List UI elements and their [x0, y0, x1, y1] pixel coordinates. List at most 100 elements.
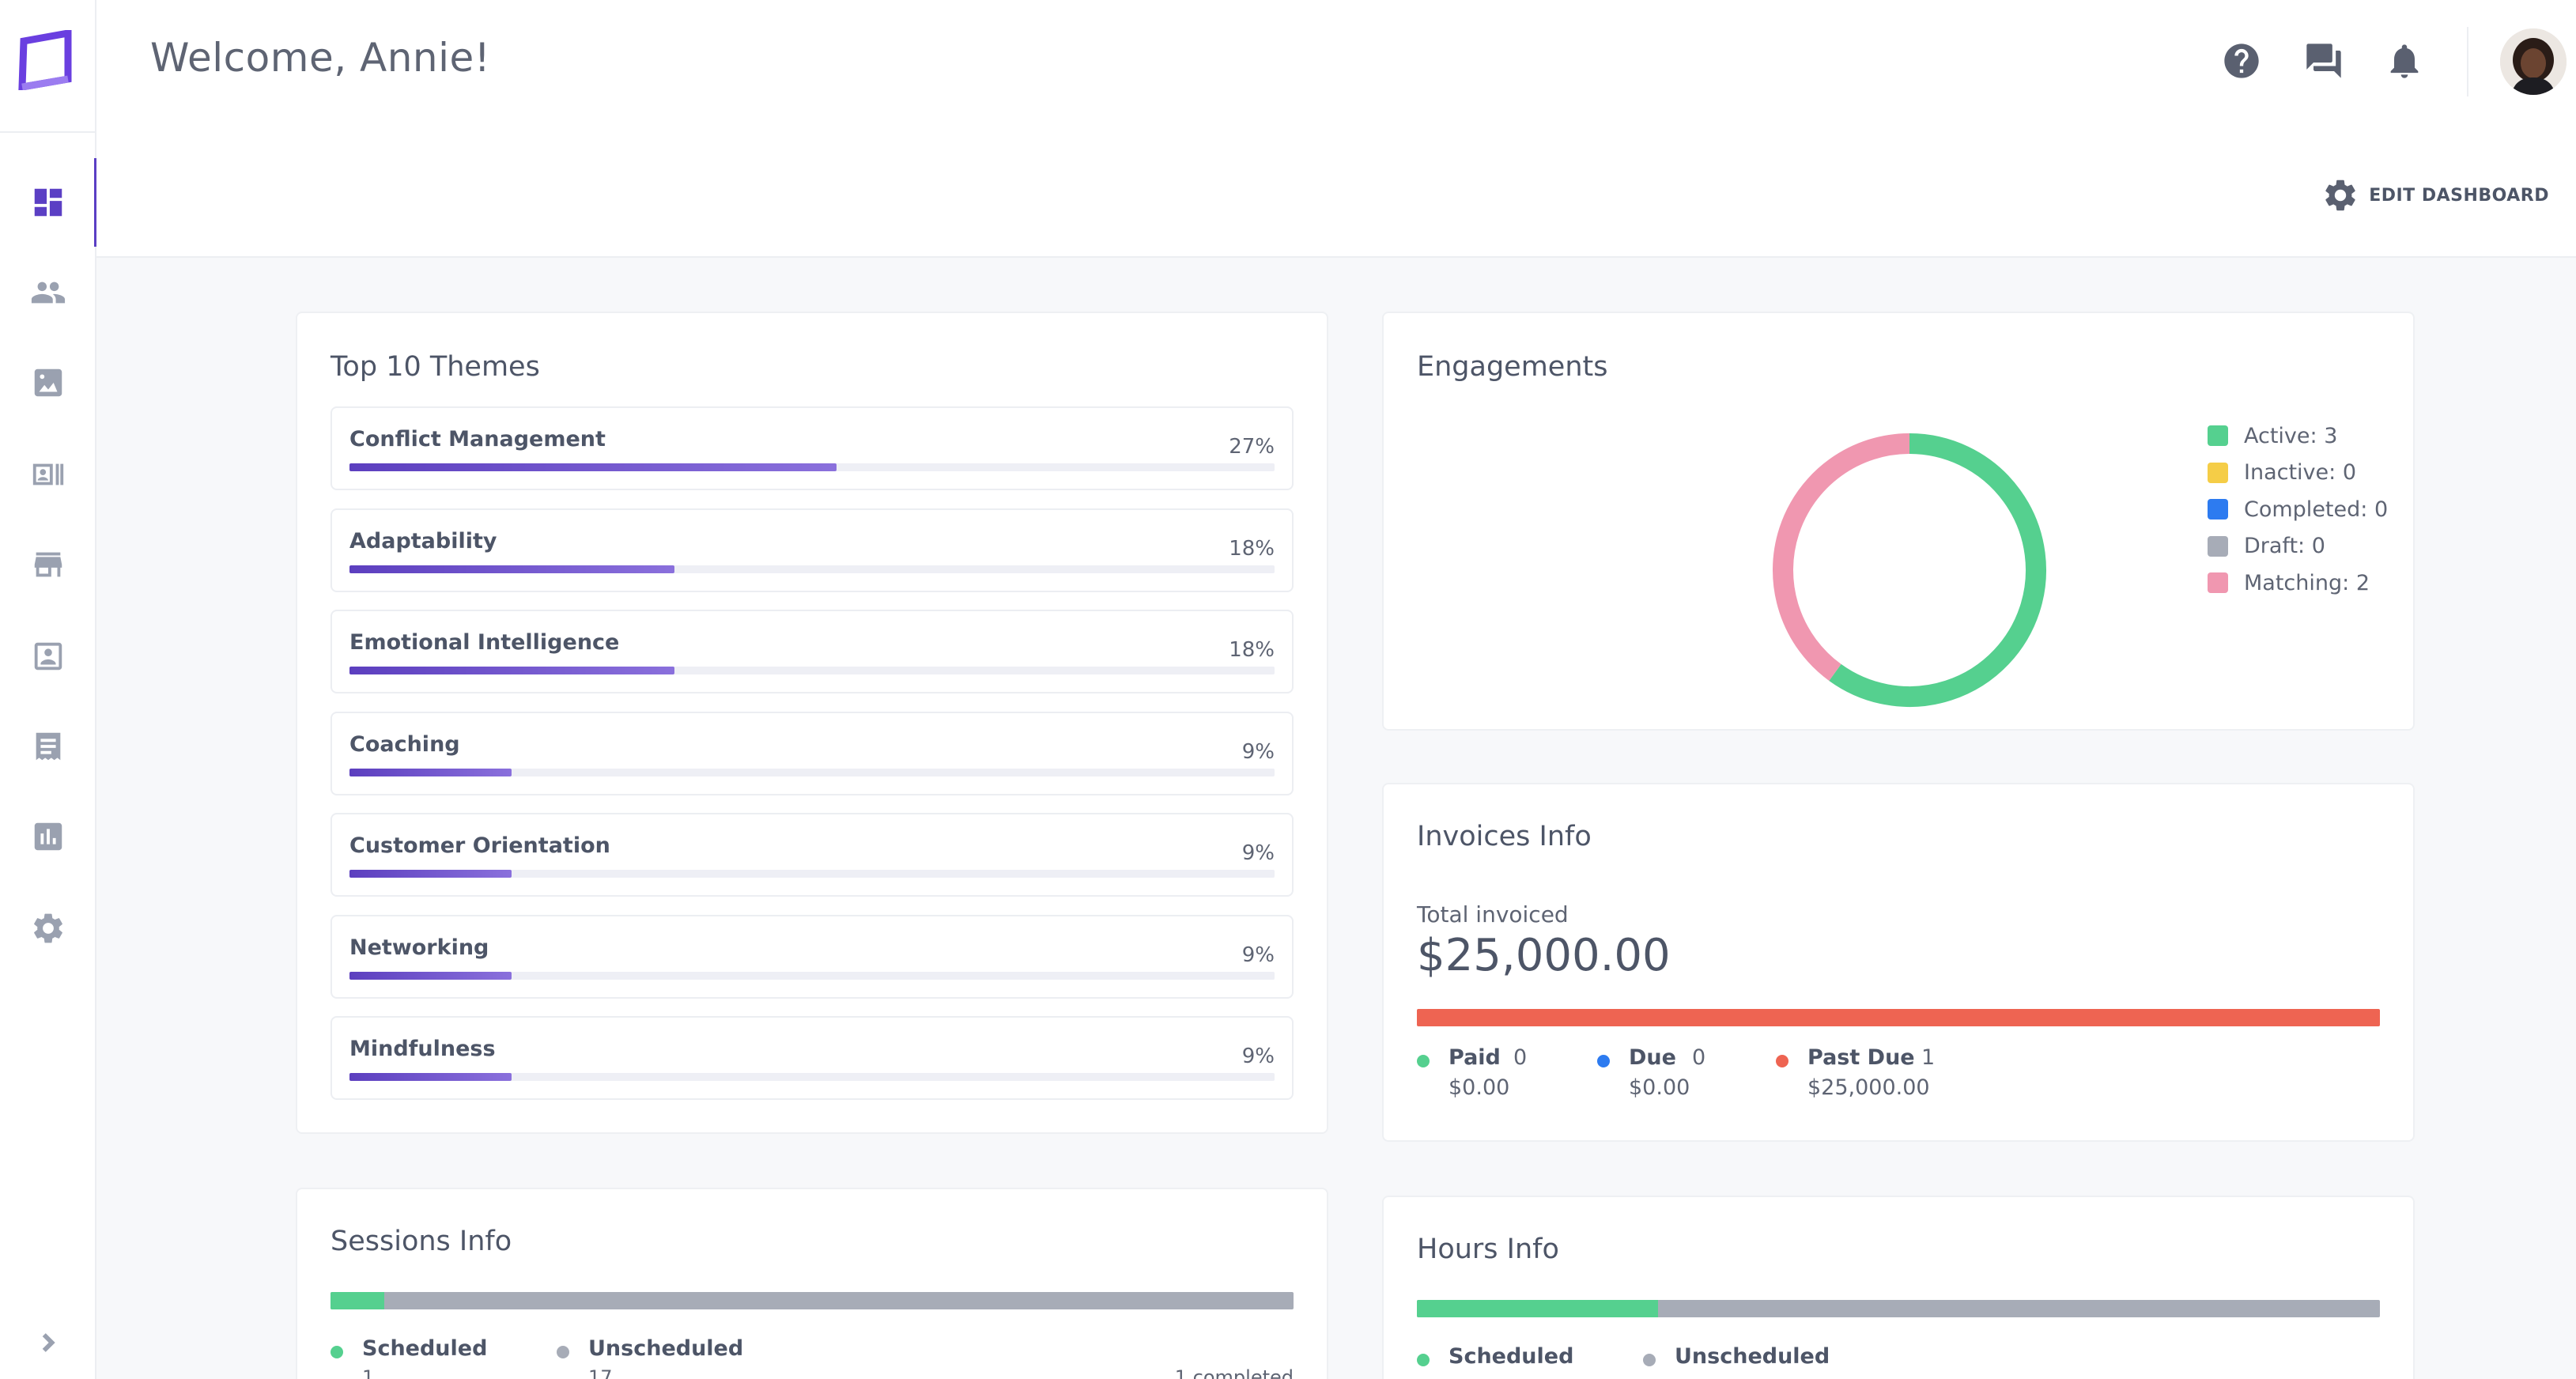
legend-item[interactable]: Inactive: 0 — [2208, 455, 2388, 492]
theme-row[interactable]: Customer Orientation 9% — [330, 813, 1294, 897]
theme-percent: 18% — [1229, 536, 1275, 561]
sidebar-item-people[interactable] — [0, 248, 96, 337]
hours-card: Hours Info Scheduled Unscheduled — [1382, 1196, 2415, 1379]
image-icon — [34, 368, 62, 397]
sidebar-item-receipts[interactable] — [0, 702, 96, 791]
store-icon — [34, 552, 62, 577]
legend-label: Active: 3 — [2244, 423, 2338, 448]
theme-progress-track — [349, 870, 1275, 878]
theme-name: Customer Orientation — [349, 833, 610, 858]
hours-scheduled-fill — [1417, 1300, 1658, 1317]
sidebar — [0, 0, 98, 1379]
legend-item[interactable]: Matching: 2 — [2208, 565, 2388, 602]
stat-amount: $0.00 — [1629, 1075, 1690, 1100]
theme-progress-fill — [349, 667, 674, 674]
header-divider — [2467, 27, 2468, 96]
invoices-card: Invoices Info Total invoiced $25,000.00 … — [1382, 783, 2415, 1142]
theme-progress-track — [349, 565, 1275, 573]
invoices-title: Invoices Info — [1417, 821, 1592, 852]
sidebar-item-cards[interactable] — [0, 430, 96, 519]
stat-label: Paid — [1449, 1045, 1501, 1070]
legend-swatch — [2208, 462, 2228, 483]
sidebar-expand-toggle[interactable] — [30, 1325, 65, 1360]
theme-row[interactable]: Mindfulness 9% — [330, 1016, 1294, 1100]
donut-segment[interactable] — [1829, 433, 2046, 707]
app-logo[interactable] — [16, 28, 74, 92]
theme-progress-track — [349, 667, 1275, 674]
hours-progress-bar — [1417, 1300, 2380, 1317]
legend-label: Unscheduled — [1675, 1344, 1830, 1369]
sidebar-item-reports[interactable] — [0, 792, 96, 881]
theme-row[interactable]: Adaptability 18% — [330, 508, 1294, 592]
sessions-title: Sessions Info — [330, 1226, 512, 1257]
sidebar-item-contact[interactable] — [0, 612, 96, 701]
status-dot — [557, 1346, 569, 1358]
theme-progress-fill — [349, 565, 674, 573]
contact-icon — [34, 642, 62, 671]
welcome-title: Welcome, Annie! — [150, 35, 491, 81]
stat-amount: $0.00 — [1449, 1075, 1510, 1100]
sessions-card: Sessions Info Scheduled 1 Unscheduled 17… — [296, 1188, 1328, 1379]
people-icon — [31, 281, 66, 304]
dashboard-icon — [34, 188, 62, 217]
total-invoiced-value: $25,000.00 — [1417, 930, 1671, 981]
theme-name: Networking — [349, 935, 489, 960]
invoices-status-bar — [1417, 1009, 2380, 1026]
legend-swatch — [2208, 425, 2228, 447]
stat-count: 0 — [1513, 1045, 1528, 1070]
legend-label: Unscheduled — [588, 1336, 744, 1361]
receipt-icon — [36, 732, 61, 761]
theme-name: Mindfulness — [349, 1037, 496, 1061]
engagements-legend: Active: 3 Inactive: 0 Completed: 0 Draft: 0… — [2208, 417, 2388, 602]
theme-name: Coaching — [349, 731, 460, 757]
chevron-right-icon — [42, 1333, 55, 1352]
notifications-button[interactable] — [2380, 36, 2429, 85]
help-icon — [2224, 43, 2259, 78]
theme-row[interactable]: Conflict Management 27% — [330, 406, 1294, 490]
theme-percent: 9% — [1241, 841, 1275, 865]
theme-row[interactable]: Emotional Intelligence 18% — [330, 610, 1294, 693]
user-avatar[interactable] — [2500, 28, 2567, 95]
sidebar-item-store[interactable] — [0, 520, 96, 609]
theme-progress-track — [349, 768, 1275, 776]
legend-label: Draft: 0 — [2244, 534, 2325, 559]
sessions-scheduled-fill — [330, 1292, 385, 1309]
theme-percent: 9% — [1241, 739, 1275, 764]
engagements-donut-chart — [1773, 433, 2046, 707]
theme-progress-fill — [349, 768, 512, 776]
theme-progress-fill — [349, 971, 512, 980]
sidebar-item-gallery[interactable] — [0, 338, 96, 427]
legend-label: Scheduled — [1449, 1344, 1574, 1369]
theme-row[interactable]: Networking 9% — [330, 914, 1294, 999]
theme-name: Emotional Intelligence — [349, 630, 620, 655]
bar-chart-icon — [34, 822, 62, 851]
theme-row[interactable]: Coaching 9% — [330, 711, 1294, 795]
legend-swatch — [2208, 499, 2228, 520]
status-dot — [1776, 1055, 1788, 1067]
total-invoiced-label: Total invoiced — [1417, 901, 1569, 928]
theme-progress-track — [349, 1073, 1275, 1081]
status-dot — [1417, 1055, 1430, 1067]
legend-label: Matching: 2 — [2244, 570, 2370, 595]
theme-name: Conflict Management — [349, 427, 606, 451]
edit-dashboard-button[interactable]: EDIT DASHBOARD — [2321, 176, 2549, 215]
legend-swatch — [2208, 535, 2228, 557]
sidebar-item-dashboard[interactable] — [0, 158, 98, 247]
chat-button[interactable] — [2299, 36, 2348, 85]
hours-title: Hours Info — [1417, 1234, 1559, 1265]
theme-progress-track — [349, 463, 1275, 471]
status-dot — [330, 1346, 343, 1358]
sidebar-item-settings[interactable] — [0, 884, 96, 973]
theme-progress-fill — [349, 870, 512, 878]
legend-count: 17 — [588, 1366, 613, 1379]
legend-label: Completed: 0 — [2244, 497, 2389, 522]
legend-item[interactable]: Draft: 0 — [2208, 528, 2388, 565]
legend-item[interactable]: Completed: 0 — [2208, 491, 2388, 528]
stat-count: 0 — [1692, 1045, 1706, 1070]
legend-item[interactable]: Active: 3 — [2208, 417, 2388, 455]
sidebar-divider — [0, 131, 96, 133]
donut-segment[interactable] — [1773, 433, 1910, 681]
top-themes-card: Top 10 Themes Conflict Management 27% Adap… — [296, 312, 1328, 1134]
help-button[interactable] — [2217, 36, 2266, 85]
status-dot — [1643, 1354, 1656, 1366]
